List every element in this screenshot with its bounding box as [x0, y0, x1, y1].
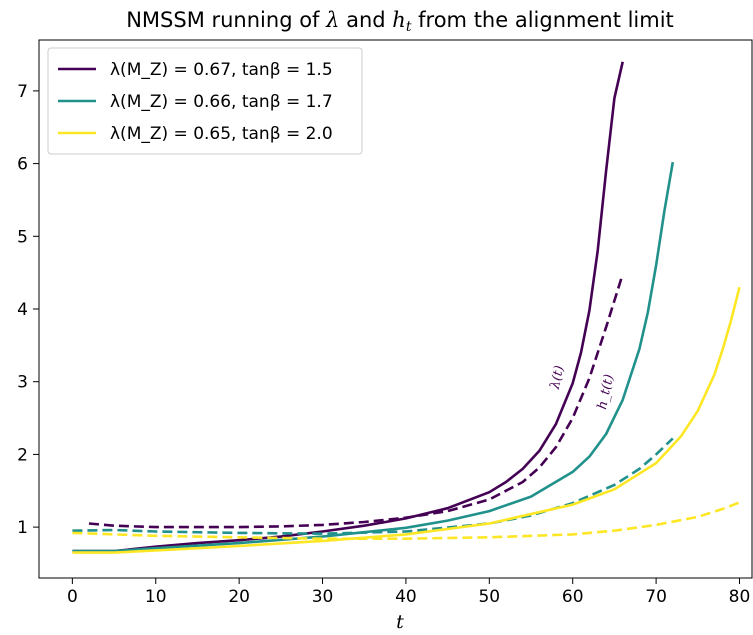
chart-title: NMSSM running of λ and ht from the align…	[126, 8, 674, 35]
legend-label-1: λ(M_Z) = 0.67, tanβ = 1.5	[110, 60, 333, 80]
x-tick-label: 0	[67, 587, 78, 607]
x-axis: 0 10 20 30 40 50 60 70 80	[67, 578, 750, 607]
y-tick-label: 7	[17, 82, 28, 102]
series-line-4-dashed	[72, 437, 674, 536]
y-tick-label: 2	[17, 445, 28, 465]
series-line-6-dashed	[72, 501, 740, 541]
x-tick-label: 60	[562, 587, 584, 607]
series-line-3-solid	[72, 161, 675, 553]
series-line-5-solid	[72, 286, 741, 554]
y-tick-label: 3	[17, 373, 28, 393]
x-tick-label: 70	[645, 587, 667, 607]
y-axis: 1 2 3 4 5 6 7	[17, 82, 39, 538]
x-tick-label: 50	[478, 587, 500, 607]
legend-box	[47, 47, 363, 155]
x-tick-label: 10	[145, 587, 167, 607]
y-tick-label: 4	[17, 300, 28, 320]
plot-area	[72, 61, 741, 554]
series-line-1-solid	[72, 61, 624, 553]
x-tick-label: 20	[228, 587, 250, 607]
x-tick-label: 80	[729, 587, 751, 607]
annotation-t-label: λ(t)	[548, 364, 568, 391]
x-axis-label: t	[396, 611, 404, 633]
series-line-2-dashed	[88, 273, 624, 529]
annotations: λ(t) h_t(t)	[548, 364, 617, 411]
legend: λ(M_Z) = 0.67, tanβ = 1.5 λ(M_Z) = 0.66, …	[47, 47, 363, 155]
y-tick-label: 1	[17, 518, 28, 538]
x-tick-label: 30	[312, 587, 334, 607]
x-tick-label: 40	[395, 587, 417, 607]
y-tick-label: 5	[17, 227, 28, 247]
y-tick-label: 6	[17, 155, 28, 175]
legend-label-2: λ(M_Z) = 0.66, tanβ = 1.7	[110, 92, 333, 112]
legend-label-3: λ(M_Z) = 0.65, tanβ = 2.0	[110, 124, 333, 144]
annotation-h-t-t-label: h_t(t)	[595, 373, 617, 411]
